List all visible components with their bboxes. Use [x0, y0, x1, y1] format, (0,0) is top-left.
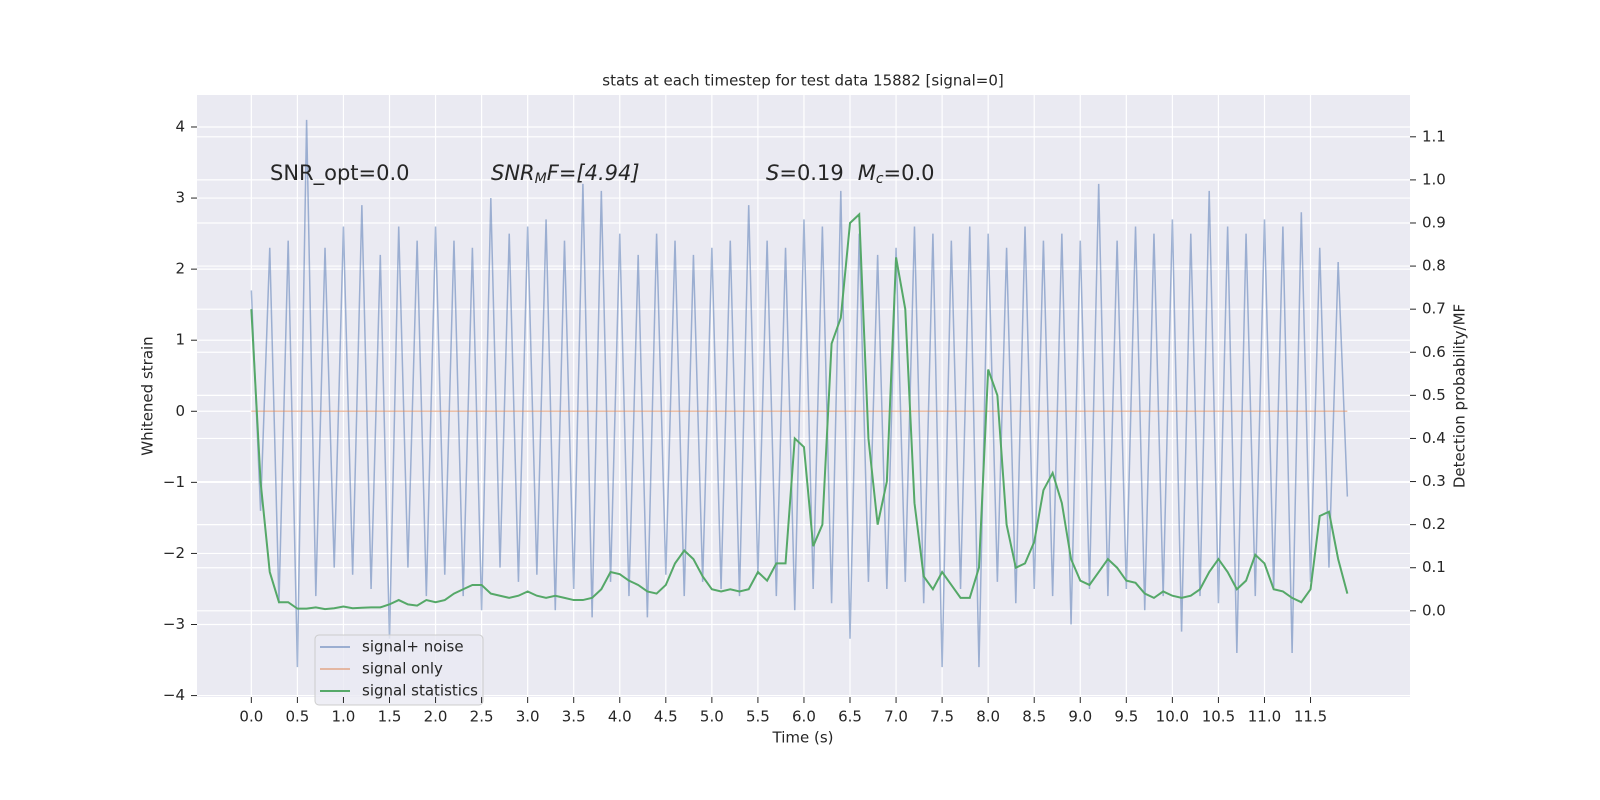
y2-axis-label: Detection probability/MF	[1451, 304, 1469, 488]
y2-tick-label: 0.8	[1422, 257, 1446, 275]
x-tick-label: 7.0	[884, 708, 908, 726]
y2-tick-label: 0.3	[1422, 472, 1446, 490]
legend: signal+ noise signal only signal statistic…	[314, 634, 484, 706]
y2-tick-label: 0.9	[1422, 213, 1446, 231]
y-axis-label: Whitened strain	[139, 336, 157, 455]
y-tick-label: −3	[163, 615, 185, 633]
chart-title: stats at each timestep for test data 158…	[602, 72, 1003, 90]
annotation: SNR_opt=0.0	[270, 161, 410, 186]
y-tick-label: 3	[175, 189, 185, 207]
y-tick-label: 4	[175, 117, 185, 135]
y-tick-label: 1	[175, 331, 185, 349]
x-tick-label: 9.0	[1068, 708, 1092, 726]
series-line	[250, 119, 1349, 668]
x-tick-label: 4.5	[654, 708, 678, 726]
x-tick-label: 10.0	[1156, 708, 1189, 726]
legend-label: signal+ noise	[362, 638, 464, 656]
y2-tick-label: 0.7	[1422, 300, 1446, 318]
x-tick-label: 3.5	[562, 708, 586, 726]
y-tick-label: −1	[163, 473, 185, 491]
y-tick-label: 0	[175, 402, 185, 420]
x-tick-label: 11.0	[1248, 708, 1281, 726]
y-tick-label: 2	[175, 260, 185, 278]
series-line	[250, 212, 1349, 611]
y2-tick-label: 0.5	[1422, 386, 1446, 404]
x-tick-label: 11.5	[1294, 708, 1327, 726]
x-tick-label: 10.5	[1202, 708, 1235, 726]
x-tick-label: 3.0	[516, 708, 540, 726]
x-tick-label: 2.5	[470, 708, 494, 726]
y2-tick-label: 1.0	[1422, 170, 1446, 188]
y-tick-label: −4	[163, 686, 185, 704]
x-tick-label: 1.0	[332, 708, 356, 726]
x-tick-label: 5.0	[700, 708, 724, 726]
y2-tick-label: 0.0	[1422, 601, 1446, 619]
y-tick-label: −2	[163, 544, 185, 562]
legend-box	[314, 634, 484, 706]
y2-tick-label: 1.1	[1422, 127, 1446, 145]
annotation: S=0.19 Mc=0.0	[766, 161, 935, 187]
y2-tick-label: 0.4	[1422, 429, 1446, 447]
annotation: SNRMF=[4.94]	[491, 161, 640, 187]
x-tick-label: 6.5	[838, 708, 862, 726]
x-tick-label: 2.0	[424, 708, 448, 726]
y2-tick-label: 0.6	[1422, 343, 1446, 361]
legend-label: signal statistics	[362, 682, 478, 700]
x-tick-label: 5.5	[746, 708, 770, 726]
x-tick-label: 8.5	[1022, 708, 1046, 726]
x-tick-label: 6.0	[792, 708, 816, 726]
x-tick-label: 1.5	[378, 708, 402, 726]
y2-tick-label: 0.1	[1422, 558, 1446, 576]
x-axis-label: Time (s)	[772, 729, 834, 747]
x-tick-label: 7.5	[930, 708, 954, 726]
x-tick-label: 9.5	[1114, 708, 1138, 726]
y2-tick-label: 0.2	[1422, 515, 1446, 533]
legend-label: signal only	[362, 660, 443, 678]
x-tick-label: 0.0	[239, 708, 263, 726]
x-tick-label: 4.0	[608, 708, 632, 726]
marks	[250, 119, 1349, 668]
x-tick-label: 0.5	[285, 708, 309, 726]
x-tick-label: 8.0	[976, 708, 1000, 726]
